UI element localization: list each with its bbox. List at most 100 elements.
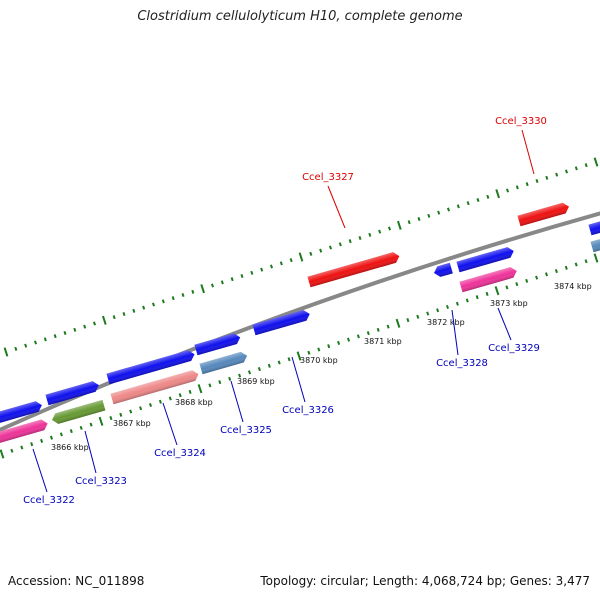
minor-tick (574, 166, 578, 171)
major-tick (593, 253, 599, 263)
minor-tick (89, 422, 93, 427)
label-ccel-3327: Ccel_3327 (302, 172, 354, 183)
minor-tick (161, 299, 165, 304)
minor-tick (555, 172, 559, 177)
gene-blue-1 (0, 401, 42, 426)
gene-ccel-3327-shade (307, 252, 400, 288)
label-ccel-3323-leader (84, 430, 97, 474)
minor-tick (584, 259, 588, 264)
label-ccel-3324: Ccel_3324 (154, 448, 206, 459)
minor-tick (279, 261, 283, 266)
minor-tick (73, 327, 77, 332)
minor-tick (289, 258, 293, 263)
minor-tick (238, 373, 242, 378)
label-ccel-3322-leader (32, 448, 48, 493)
major-tick (102, 315, 107, 325)
label-ccel-3328-leader (451, 309, 459, 356)
minor-tick (277, 360, 281, 365)
minor-tick (535, 275, 539, 280)
minor-tick (247, 370, 252, 375)
minor-tick (79, 425, 83, 430)
minor-tick (476, 197, 480, 203)
minor-tick (43, 337, 47, 342)
ruler-label: 3866 kbp (51, 443, 89, 452)
minor-tick (406, 318, 410, 323)
minor-tick (142, 305, 146, 310)
minor-tick (148, 402, 153, 408)
major-tick (494, 286, 500, 296)
minor-tick (109, 416, 113, 421)
minor-tick (20, 445, 24, 450)
minor-tick (83, 324, 87, 329)
label-ccel-3324-leader (162, 402, 178, 446)
gene-steel-2 (590, 239, 600, 253)
gene-blue-4 (194, 333, 241, 356)
label-ccel-3326: Ccel_3326 (282, 405, 334, 416)
minor-tick (545, 175, 549, 180)
gene-blue-3-shade (106, 350, 195, 385)
gene-ccel-3326-shade (252, 310, 310, 336)
minor-tick (564, 169, 569, 174)
minor-tick (455, 301, 459, 306)
minor-tick (319, 248, 323, 253)
gene-ccel-3327 (307, 252, 400, 288)
minor-tick (327, 344, 331, 349)
minor-tick (535, 178, 539, 184)
ruler-label: 3870 kbp (300, 356, 338, 365)
minor-tick (49, 435, 54, 440)
minor-tick (188, 389, 192, 394)
ruler-label: 3868 kbp (175, 398, 213, 407)
gene-blue-5-shade (456, 247, 514, 273)
minor-tick (328, 245, 333, 250)
label-ccel-3322: Ccel_3322 (23, 495, 75, 506)
minor-tick (348, 239, 352, 244)
gene-blue-1-shade (0, 401, 42, 426)
gene-ccel-3330-shade (517, 202, 569, 227)
minor-tick (309, 251, 313, 256)
minor-tick (386, 324, 390, 329)
minor-tick (584, 163, 588, 168)
ruler-label: 3867 kbp (113, 419, 151, 428)
minor-tick (515, 282, 519, 287)
minor-tick (338, 242, 342, 247)
gene-ccel-3323-shade (52, 399, 106, 424)
gene-ccel-3324-shade (110, 370, 199, 405)
minor-tick (171, 296, 175, 301)
minor-tick (475, 295, 479, 300)
minor-tick (358, 235, 362, 241)
label-ccel-3323: Ccel_3323 (75, 476, 127, 487)
gene-ccel-3329 (459, 267, 517, 293)
ruler-label: 3872 kbp (427, 318, 465, 327)
label-ccel-3325-leader (230, 380, 244, 423)
minor-tick (466, 201, 470, 206)
minor-tick (376, 327, 380, 332)
minor-tick (33, 340, 38, 345)
minor-tick (356, 334, 360, 339)
minor-tick (337, 340, 341, 345)
gene-ccel-3322-shade (0, 419, 48, 446)
gene-ccel-3330 (517, 202, 569, 227)
minor-tick (210, 283, 215, 288)
minor-tick (191, 289, 195, 294)
label-ccel-3328: Ccel_3328 (436, 358, 488, 369)
gene-blue-6-shade (588, 220, 600, 236)
minor-tick (53, 334, 57, 339)
minor-tick (59, 432, 63, 437)
minor-tick (240, 273, 244, 279)
minor-tick (69, 429, 73, 434)
minor-tick (267, 363, 271, 368)
label-ccel-3329: Ccel_3329 (488, 343, 540, 354)
minor-tick (92, 321, 97, 326)
major-tick (0, 449, 5, 459)
gene-blue-2 (45, 381, 99, 406)
ruler-label: 3871 kbp (364, 337, 402, 346)
accession-text: Accession: NC_011898 (8, 574, 145, 588)
major-tick (3, 347, 9, 357)
outer-tick-ring (3, 157, 599, 357)
minor-tick (178, 393, 182, 398)
minor-tick (250, 270, 254, 275)
major-tick (296, 351, 302, 361)
minor-tick (307, 350, 311, 355)
